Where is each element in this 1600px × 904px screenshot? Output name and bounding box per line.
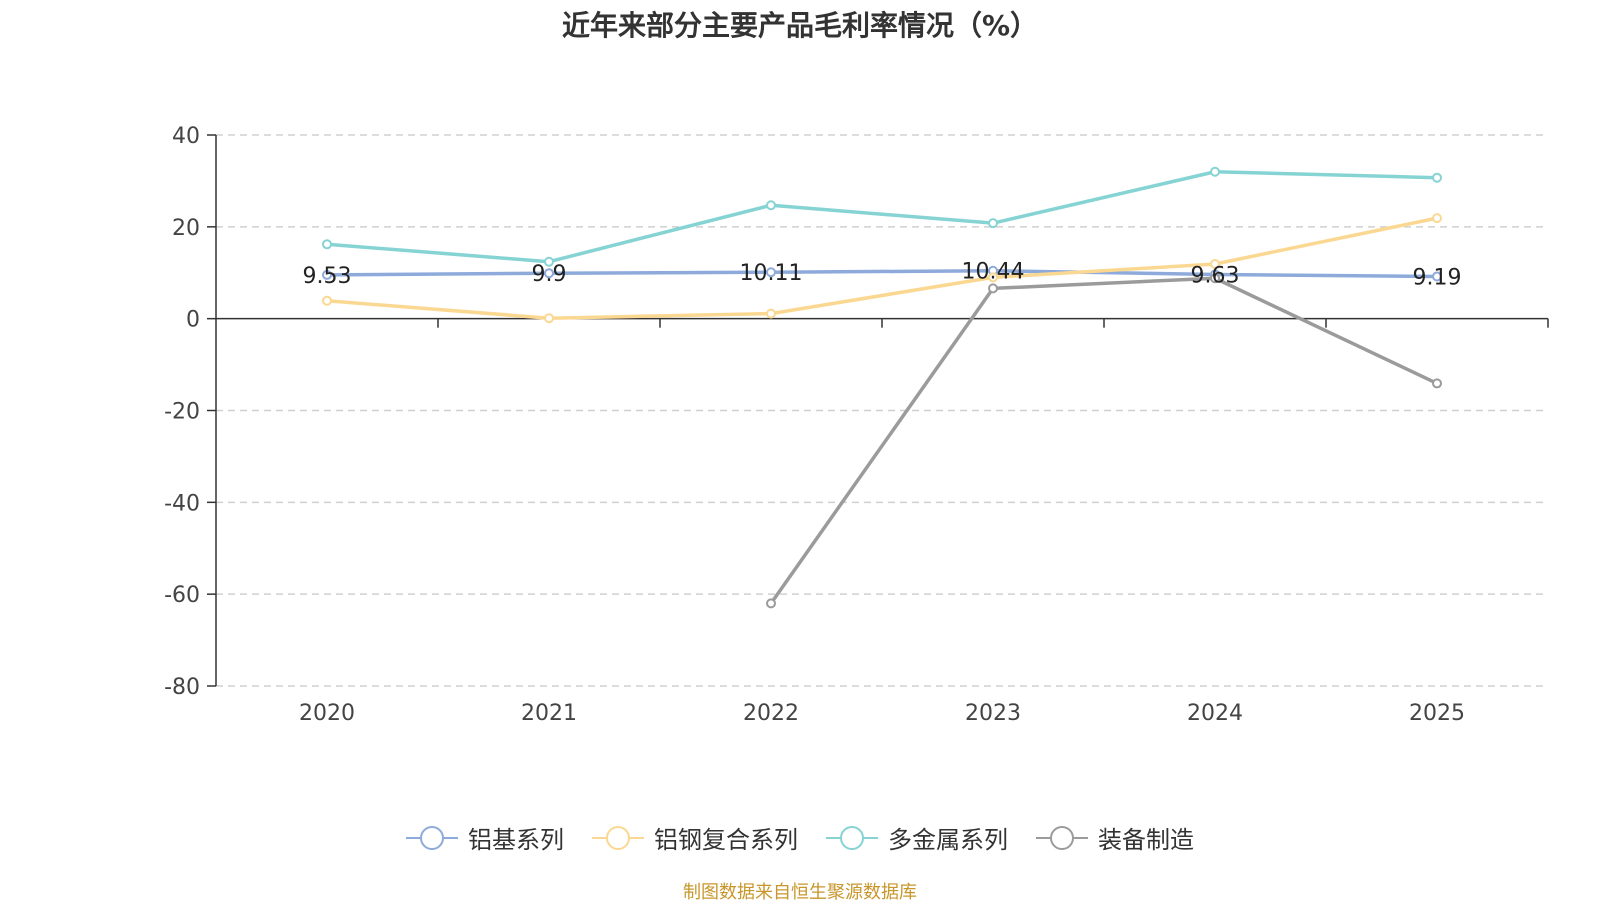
series-point-3 (322, 239, 332, 250)
data-label: 9.53 (303, 264, 352, 289)
x-tick-label: 2024 (1187, 701, 1243, 726)
series-line-1 (326, 268, 1438, 279)
series-point-1 (766, 267, 776, 278)
legend-marker-icon (406, 824, 458, 852)
series-point-3 (1210, 166, 1220, 177)
series-point-2 (322, 295, 332, 306)
y-tick-label: -40 (164, 491, 200, 516)
legend-label: 多金属系列 (888, 826, 1008, 854)
legend-label: 铝基系列 (468, 826, 564, 854)
legend-item-4[interactable]: 装备制造 (1036, 820, 1194, 855)
data-label: 10.11 (740, 261, 803, 286)
series-point-1 (544, 268, 554, 279)
y-tick-label: -60 (164, 583, 200, 608)
label-layer: 9.53 9.9 10.11 10.44 9.63 9.19 (303, 260, 1462, 291)
series-point-4 (1210, 273, 1220, 284)
series-line-2 (326, 216, 1438, 320)
x-tick-label: 2020 (299, 701, 355, 726)
y-tick-label: 40 (172, 124, 200, 149)
data-label: 10.44 (962, 260, 1025, 285)
series-point-4 (988, 283, 998, 294)
series-point-3 (988, 218, 998, 229)
data-label: 9.19 (1413, 265, 1462, 290)
chart-title: 近年来部分主要产品毛利率情况（%） (561, 9, 1039, 42)
data-label: 9.9 (532, 262, 567, 287)
y-tick-label: -80 (164, 675, 200, 700)
series-point-3 (766, 200, 776, 211)
legend-label: 装备制造 (1098, 826, 1194, 854)
source-note: 制图数据来自恒生聚源数据库 (683, 882, 917, 903)
series-line-3 (326, 169, 1438, 264)
series-line-4 (769, 276, 1438, 605)
grid-layer (216, 134, 1548, 687)
legend-item-1[interactable]: 铝基系列 (406, 820, 564, 855)
x-tick-label: 2021 (521, 701, 577, 726)
data-label: 9.63 (1191, 263, 1240, 288)
x-tick-label: 2022 (743, 701, 799, 726)
legend-item-3[interactable]: 多金属系列 (826, 820, 1008, 855)
x-tick-label: 2023 (965, 701, 1021, 726)
series-point-2 (1432, 213, 1442, 224)
series-point-2 (988, 272, 998, 283)
legend-item-2[interactable]: 铝钢复合系列 (592, 820, 798, 855)
series-layer (322, 166, 1442, 609)
series-point-4 (766, 598, 776, 609)
legend-marker-icon (826, 824, 878, 852)
series-point-3 (544, 256, 554, 267)
legend-label: 铝钢复合系列 (654, 826, 798, 854)
y-tick-label: 20 (172, 216, 200, 241)
series-point-2 (544, 313, 554, 324)
series-point-1 (322, 269, 332, 280)
legend-marker-icon (592, 824, 644, 852)
y-tick-label: 0 (186, 308, 200, 333)
legend: 铝基系列 铝钢复合系列 多金属系列 装备制造 (0, 820, 1600, 855)
series-point-4 (1432, 378, 1442, 389)
series-point-3 (1432, 172, 1442, 183)
series-point-2 (1210, 259, 1220, 270)
legend-marker-icon (1036, 824, 1088, 852)
series-point-1 (1432, 271, 1442, 282)
y-tick-label: -20 (164, 400, 200, 425)
series-point-2 (766, 308, 776, 319)
x-tick-label: 2025 (1409, 701, 1465, 726)
axis-layer: 40 20 0 -20 -40 -60 -80 2020 2021 2022 2023 2024 202… (164, 124, 1549, 726)
